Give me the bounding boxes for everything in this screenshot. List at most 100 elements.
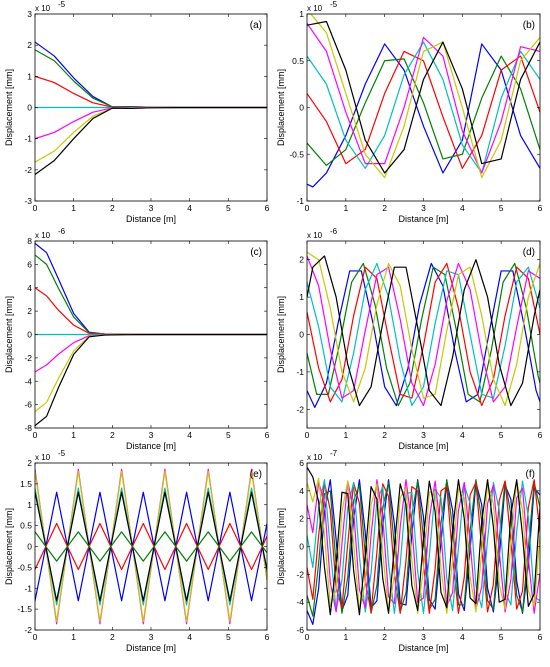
series-line-blue: [307, 43, 540, 188]
series-line-magenta: [307, 255, 540, 407]
panel-label: (c): [250, 247, 262, 258]
x-tick-label: 5: [226, 430, 231, 440]
y-axis-exponent: -5: [58, 0, 66, 9]
panel-label: (d): [523, 247, 535, 258]
y-tick-label: 4: [27, 283, 32, 293]
series-line-magenta: [307, 23, 540, 174]
x-tick-label: 0: [305, 430, 310, 440]
y-tick-label: -1: [24, 134, 32, 144]
series-line-black: [35, 106, 267, 175]
x-tick-label: 5: [499, 203, 504, 213]
y-axis-multiplier: x 10: [307, 231, 323, 240]
series-line-cyan: [307, 479, 540, 614]
series-line-black: [35, 333, 267, 427]
series-line-cyan: [307, 41, 540, 174]
x-axis-label: Distance [m]: [398, 441, 448, 451]
x-tick-label: 3: [149, 203, 154, 213]
x-tick-label: 5: [499, 632, 504, 642]
x-axis-label: Distance [m]: [126, 214, 176, 224]
y-axis-exponent: -5: [58, 449, 66, 458]
y-axis-exponent: -5: [330, 0, 338, 9]
y-axis-multiplier: x 10: [307, 4, 323, 13]
y-tick-label: 3: [27, 9, 32, 19]
chart-panel: 0 1 2 3 4 5 6 -2 -1.5 -1 -0.5 0 0.5 1 1.5 2 Distance [m]…: [4, 449, 270, 653]
x-tick-label: 2: [110, 203, 115, 213]
x-tick-label: 4: [460, 203, 465, 213]
x-tick-label: 2: [382, 632, 387, 642]
y-tick-label: 0.5: [20, 521, 32, 531]
y-tick-label: 8: [27, 236, 32, 246]
x-tick-label: 6: [538, 632, 543, 642]
x-tick-label: 3: [149, 632, 154, 642]
x-tick-label: 1: [343, 632, 348, 642]
x-tick-label: 6: [265, 203, 270, 213]
x-tick-label: 4: [187, 632, 192, 642]
y-tick-label: -1: [24, 583, 32, 593]
y-tick-label: -1: [296, 196, 304, 206]
series-line-black: [307, 255, 540, 407]
x-axis-label: Distance [m]: [398, 643, 448, 653]
y-tick-label: 0: [299, 330, 304, 340]
plot-area: [307, 14, 540, 201]
series-line-black: [307, 466, 540, 616]
y-axis-label: Displacement [mm]: [4, 508, 14, 585]
panel-label: (e): [250, 469, 262, 480]
panel-label: (a): [250, 20, 262, 31]
panel-label: (f): [526, 469, 535, 480]
y-tick-label: 0: [299, 542, 304, 552]
y-tick-label: -6: [24, 400, 32, 410]
y-tick-label: 0.5: [292, 56, 304, 66]
y-tick-label: 1: [299, 9, 304, 19]
series-line-cyan: [307, 262, 540, 407]
y-axis-multiplier: x 10: [35, 4, 51, 13]
series-line-green: [307, 262, 540, 407]
x-tick-label: 0: [33, 632, 38, 642]
y-tick-label: -0.5: [17, 562, 32, 572]
series-line-black: [307, 20, 540, 174]
series-line-magenta: [307, 479, 540, 614]
y-tick-label: 0: [27, 330, 32, 340]
y-tick-label: 1: [27, 500, 32, 510]
y-tick-label: 2: [299, 514, 304, 524]
x-tick-label: 2: [382, 430, 387, 440]
x-tick-label: 2: [382, 203, 387, 213]
y-axis-label: Displacement [mm]: [4, 69, 14, 146]
y-axis-label: Displacement [mm]: [4, 296, 14, 373]
x-tick-label: 4: [187, 203, 192, 213]
series-group: [307, 466, 540, 626]
y-axis-exponent: -6: [58, 227, 66, 236]
x-tick-label: 5: [499, 430, 504, 440]
series-line-yellow: [310, 14, 540, 179]
x-tick-label: 2: [110, 632, 115, 642]
series-line-blue: [307, 262, 540, 409]
series-line-green: [307, 55, 540, 167]
y-tick-label: -4: [296, 597, 304, 607]
x-axis-label: Distance [m]: [398, 214, 448, 224]
x-tick-label: 6: [538, 203, 543, 213]
series-line-yellow: [307, 251, 540, 407]
x-tick-label: 1: [71, 632, 76, 642]
series-line-red: [307, 262, 540, 407]
y-tick-label: -6: [296, 625, 304, 635]
y-tick-label: -2: [24, 165, 32, 175]
x-tick-label: 1: [71, 430, 76, 440]
x-tick-label: 1: [343, 430, 348, 440]
x-tick-label: 6: [265, 430, 270, 440]
y-axis-label: Displacement [mm]: [276, 296, 286, 373]
y-tick-label: 1: [27, 71, 32, 81]
x-tick-label: 1: [343, 203, 348, 213]
series-group: [307, 251, 540, 409]
y-axis-multiplier: x 10: [307, 453, 323, 462]
chart-panel: 0 1 2 3 4 5 6 -8 -6 -4 -2 0 2 4 6 8 Distance [m] Displace…: [4, 227, 270, 451]
x-tick-label: 6: [265, 632, 270, 642]
x-axis-label: Distance [m]: [126, 643, 176, 653]
x-tick-label: 0: [33, 203, 38, 213]
series-line-red: [307, 50, 540, 169]
x-tick-label: 3: [421, 430, 426, 440]
y-tick-label: -1: [296, 367, 304, 377]
y-axis-multiplier: x 10: [35, 453, 51, 462]
y-axis-label: Displacement [mm]: [276, 508, 286, 585]
series-group: [35, 468, 267, 625]
